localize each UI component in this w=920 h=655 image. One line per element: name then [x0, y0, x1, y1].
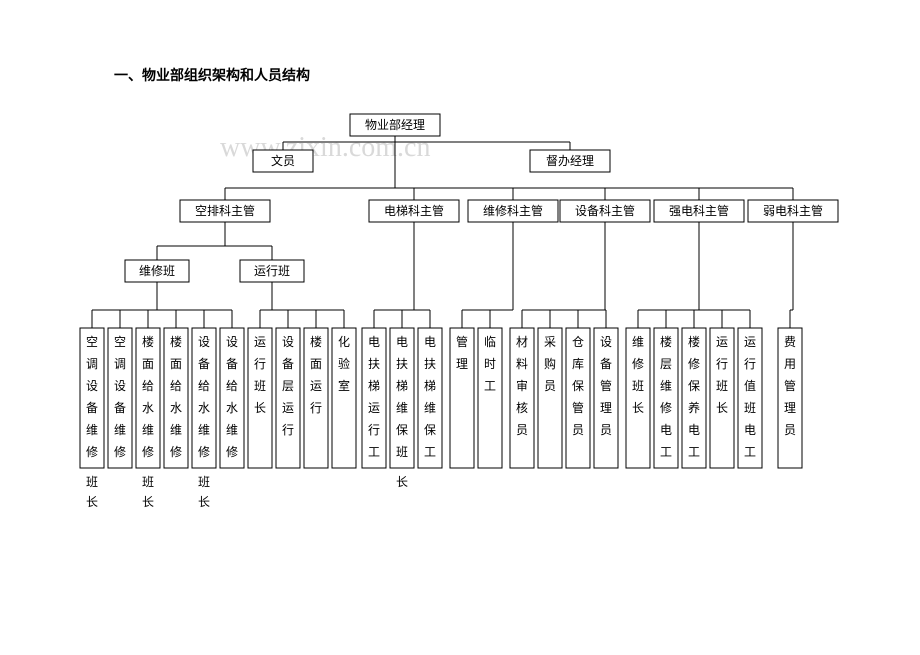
leaf-0-overflow: 班长	[86, 475, 98, 509]
mgr-1-label: 电梯科主管	[384, 203, 444, 218]
sub-0-label: 维修班	[139, 263, 175, 278]
leaf-14-label: 临时工	[484, 335, 496, 393]
mgr-5-label: 弱电科主管	[763, 203, 823, 218]
row2-1-label: 督办经理	[546, 153, 594, 168]
leaf-8	[304, 328, 328, 468]
leaf-16-label: 采购员	[544, 335, 556, 393]
leaf-15	[510, 328, 534, 468]
leaf-9	[332, 328, 356, 468]
leaf-17	[566, 328, 590, 468]
leaf-18	[594, 328, 618, 468]
mgr-4-label: 强电科主管	[669, 203, 729, 218]
leaf-7	[276, 328, 300, 468]
leaf-13	[450, 328, 474, 468]
leaf-11-overflow: 长	[396, 475, 408, 489]
leaf-19	[626, 328, 650, 468]
watermark: www.zixin.com.cn	[220, 132, 430, 163]
root-box-label: 物业部经理	[365, 117, 425, 132]
leaf-6	[248, 328, 272, 468]
page-title: 一、物业部组织架构和人员结构	[114, 67, 310, 84]
mgr-3-label: 设备科主管	[575, 203, 635, 218]
leaf-22	[710, 328, 734, 468]
mgr-0-label: 空排科主管	[195, 203, 255, 218]
mgr-2-label: 维修科主管	[483, 203, 543, 218]
sub-1-label: 运行班	[254, 264, 290, 278]
leaf-16	[538, 328, 562, 468]
leaf-24	[778, 328, 802, 468]
leaf-2-overflow: 班长	[142, 475, 154, 509]
org-chart: 一、物业部组织架构和人员结构 www.zixin.com.cn物业部经理文员 督办经…	[0, 0, 920, 651]
leaf-9-label: 化验室	[338, 335, 350, 393]
leaf-14	[478, 328, 502, 468]
row2-0-label: 文员	[271, 153, 295, 168]
leaf-4-overflow: 班长	[198, 475, 210, 509]
